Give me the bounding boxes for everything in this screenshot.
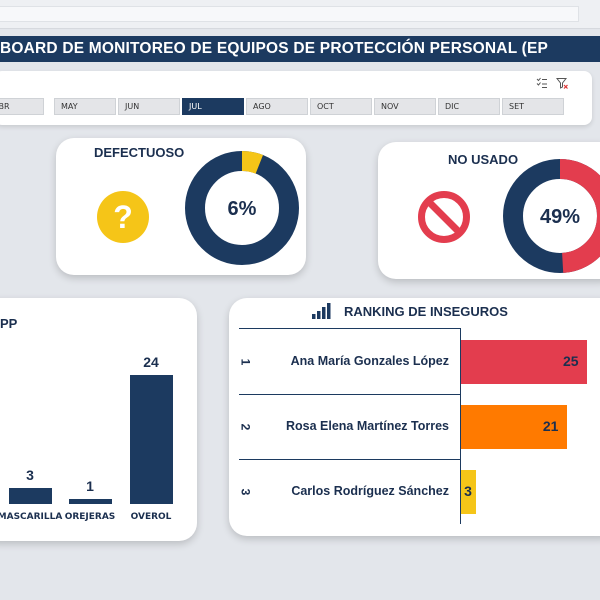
top-strip [0,0,600,29]
bar-value-label: 24 [143,354,159,370]
month-button-set[interactable]: SET [502,98,564,115]
ranking-row-divider [239,459,460,460]
bar-chart-icon [312,303,331,319]
month-button-oct[interactable]: OCT [310,98,372,115]
ranking-bar-chart: 1 Ana María Gonzales López 25 2 Rosa Elena M… [229,298,600,536]
dashboard-title-bar: BOARD DE MONITOREO DE EQUIPOS DE PROTECC… [0,36,600,62]
ranking-title: RANKING DE INSEGUROS [344,304,508,319]
donut-value-no-usado: 49% [539,206,581,228]
month-button-dic[interactable]: DIC [438,98,500,115]
slicer-toolbar [536,77,568,89]
rank-value-label: 25 [563,353,579,369]
ranking-row-divider [239,394,460,395]
bar-category-label: OVEROL [130,512,172,522]
donut-value-defectuoso: 6% [227,198,257,220]
rank-bar[interactable] [461,405,567,449]
dashboard-title: BOARD DE MONITOREO DE EQUIPOS DE PROTECC… [0,40,549,57]
epp-bar-chart: 3 MASCARILLA 1 OREJERAS 24 OVEROL [0,298,197,541]
bar-value-label: 1 [86,477,94,494]
ranking-axis-line [460,328,461,524]
month-button-may[interactable]: MAY [54,98,116,115]
bar-mascarilla[interactable] [8,487,52,504]
ranking-divider-top [239,328,460,329]
rank-value-label: 3 [464,483,472,499]
donut-chart-defectuoso [185,151,299,265]
bar-overol[interactable] [129,375,173,504]
rank-bar[interactable] [461,340,587,384]
bar-category-label: MASCARILLA [0,512,63,522]
month-button-abr[interactable]: ABR [0,98,44,115]
rank-bar[interactable] [461,470,477,514]
rank-number: 1 [238,358,253,366]
donut-segment-no-usado [503,159,600,273]
bar-category-label: OREJERAS [64,512,116,522]
epp-chart-title: PP [0,316,18,331]
kpi-card-defectuoso: DEFECTUOSO ? 6% [56,138,306,275]
multi-select-icon[interactable] [536,77,548,89]
ranking-card: RANKING DE INSEGUROS 1 Ana María Gonzales… [229,298,600,536]
rank-number: 3 [238,488,253,496]
bar-value-label: 3 [26,466,34,483]
prohibited-icon [418,191,470,243]
svg-text:?: ? [113,199,133,235]
month-button-jun[interactable]: JUN [118,98,180,115]
epp-bar-chart-card: PP 3 MASCARILLA 1 OREJERAS 24 OVEROL [0,298,197,541]
rank-number: 2 [238,423,253,431]
clear-filter-icon[interactable] [556,77,568,89]
rank-person-name: Carlos Rodríguez Sánchez [291,484,449,498]
donut-chart-no-usado [503,159,600,273]
donut-segment-defectuoso [185,151,299,265]
rank-person-name: Ana María Gonzales López [290,354,449,368]
month-button-nov[interactable]: NOV [374,98,436,115]
month-button-ago[interactable]: AGO [246,98,308,115]
kpi-card-no-usado: NO USADO 49% [378,142,600,279]
month-button-jul[interactable]: JUL [182,98,244,115]
kpi-title-defectuoso: DEFECTUOSO [94,145,185,160]
top-strip-bar [0,6,579,22]
question-icon: ? [97,191,149,243]
rank-person-name: Rosa Elena Martínez Torres [285,419,449,433]
bar-orejeras[interactable] [68,498,112,504]
rank-value-label: 21 [542,418,559,434]
kpi-title-no-usado: NO USADO [448,152,519,167]
